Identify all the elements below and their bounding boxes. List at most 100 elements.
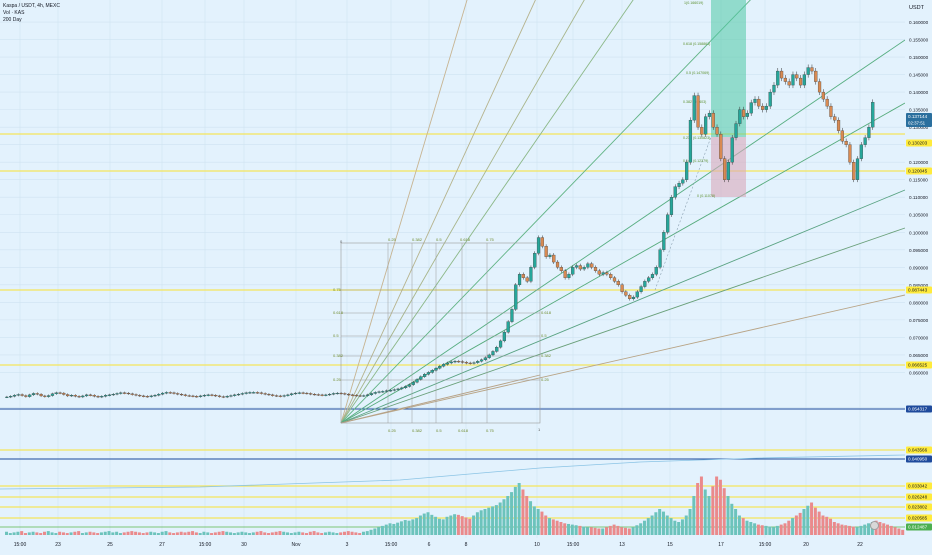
volume-bar	[635, 525, 639, 535]
volume-bar	[608, 525, 612, 535]
candle-body	[483, 357, 487, 360]
candle-body	[43, 395, 47, 397]
volume-bar	[80, 533, 84, 535]
fib-label-bottom: 0.5	[436, 428, 442, 433]
candle-body	[457, 361, 461, 363]
price-tags: 0.137144 02:37:51 0.130203 0.120045 0.087443…	[906, 113, 932, 531]
candle-body	[605, 272, 609, 275]
price-tag	[906, 286, 932, 294]
volume-bar	[893, 527, 897, 535]
candle-body	[461, 361, 465, 363]
volume-bar	[460, 516, 464, 535]
volume-bar	[688, 509, 692, 535]
volume-bar	[441, 519, 445, 535]
candle-body	[715, 126, 719, 135]
candle-body	[601, 272, 605, 275]
price-tag-label: 0.130203	[908, 141, 928, 146]
volume-bar	[373, 528, 377, 535]
symbol-line[interactable]: Kaspa / USDT, 4h, MEXC	[3, 3, 60, 9]
candle-body	[597, 270, 601, 275]
candle-body	[696, 95, 700, 128]
candle-body	[385, 390, 389, 392]
candle-body	[50, 393, 55, 396]
volume-bar	[449, 515, 453, 535]
price-tag	[906, 514, 932, 522]
price-tick-label: 0.060000	[909, 370, 929, 375]
candle-body	[844, 141, 848, 145]
candle-body	[252, 392, 256, 394]
volume-bar	[794, 515, 798, 535]
volume-bar	[20, 531, 24, 535]
volume-bar	[510, 492, 514, 535]
candle-body	[12, 395, 17, 397]
volume-bar	[350, 531, 354, 535]
volume-bar	[745, 520, 749, 535]
price-tick-label: 0.105000	[909, 213, 929, 218]
time-tick-label: 15:00	[567, 542, 580, 548]
volume-bar	[548, 518, 552, 535]
fib-fan-line	[340, 0, 585, 424]
volume-bars-layer	[5, 476, 905, 535]
fib-label-left: 0.382	[333, 353, 344, 358]
volume-bar	[346, 531, 350, 535]
candle-body	[753, 98, 757, 103]
candle-body	[400, 387, 404, 390]
price-tick-label: 0.100000	[909, 230, 929, 235]
fib-label-bottom: 0.618	[458, 428, 469, 433]
volume-bar	[115, 531, 119, 535]
time-tick-label: 15:00	[385, 542, 398, 548]
candle-body	[157, 394, 161, 396]
time-tick-label: 15:00	[199, 542, 212, 548]
candle-body	[96, 396, 100, 398]
time-tick-label: 25	[107, 542, 113, 548]
candle-body	[525, 277, 529, 282]
volume-bar	[658, 509, 662, 535]
fib-label-left: 0.618	[333, 310, 344, 315]
candle-body	[100, 396, 104, 398]
price-tick-label: 0.150000	[909, 55, 929, 60]
candle-body	[248, 392, 252, 394]
candle-body	[510, 309, 514, 322]
volume-bar	[156, 533, 160, 535]
candle-body	[423, 374, 427, 377]
volume-bar	[308, 531, 312, 535]
volume-bar	[282, 531, 286, 535]
candle-body	[487, 354, 491, 358]
time-axis[interactable]: 15:00 23 25 27 15:00 30 Nov 3 15:00 6 8 10 15:00 13 15…	[0, 538, 905, 550]
volume-bar	[886, 524, 890, 535]
settings-icon[interactable]	[870, 521, 879, 530]
volume-bar	[605, 527, 608, 535]
volume-bar	[316, 532, 320, 535]
volume-bar	[821, 515, 825, 535]
volume-bar	[342, 531, 346, 535]
candle-body	[798, 77, 803, 86]
price-tick-label: 0.130000	[909, 125, 929, 130]
candle-body	[419, 376, 423, 380]
candle-body	[47, 395, 51, 397]
candle-body	[761, 105, 765, 110]
price-tag	[906, 446, 932, 454]
candle-body	[54, 392, 58, 394]
candle-body	[677, 183, 681, 187]
candle-body	[707, 112, 712, 117]
candle-body	[153, 395, 157, 397]
volume-bar	[760, 525, 764, 535]
volume-bar	[563, 523, 567, 535]
candle-body	[590, 263, 594, 268]
candle-body	[214, 395, 218, 397]
ma-line[interactable]: 200 Day	[3, 17, 22, 23]
candle-body	[631, 296, 636, 299]
volume-line[interactable]: Vol · KAS	[3, 10, 25, 16]
volume-bar	[31, 531, 35, 535]
volume-bar	[358, 533, 362, 535]
candle-body	[533, 253, 537, 268]
candle-body	[567, 274, 571, 278]
price-tick-label: 0.120000	[909, 160, 929, 165]
candle-body	[802, 74, 806, 86]
candle-body	[126, 392, 131, 395]
price-axis[interactable]: USDT 0.160000 0.155000 0.150000 0.145000 0.14…	[905, 0, 932, 550]
candle-body	[115, 393, 119, 395]
candle-body	[658, 249, 662, 268]
fib-retracement-label: 0.236 (0.130823)	[683, 136, 710, 140]
